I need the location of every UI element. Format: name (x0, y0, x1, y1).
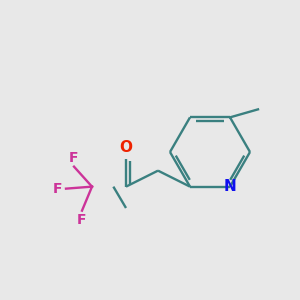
Text: N: N (224, 179, 236, 194)
Text: O: O (119, 140, 133, 155)
Text: F: F (69, 151, 79, 165)
Text: F: F (77, 213, 87, 226)
Text: F: F (52, 182, 62, 196)
